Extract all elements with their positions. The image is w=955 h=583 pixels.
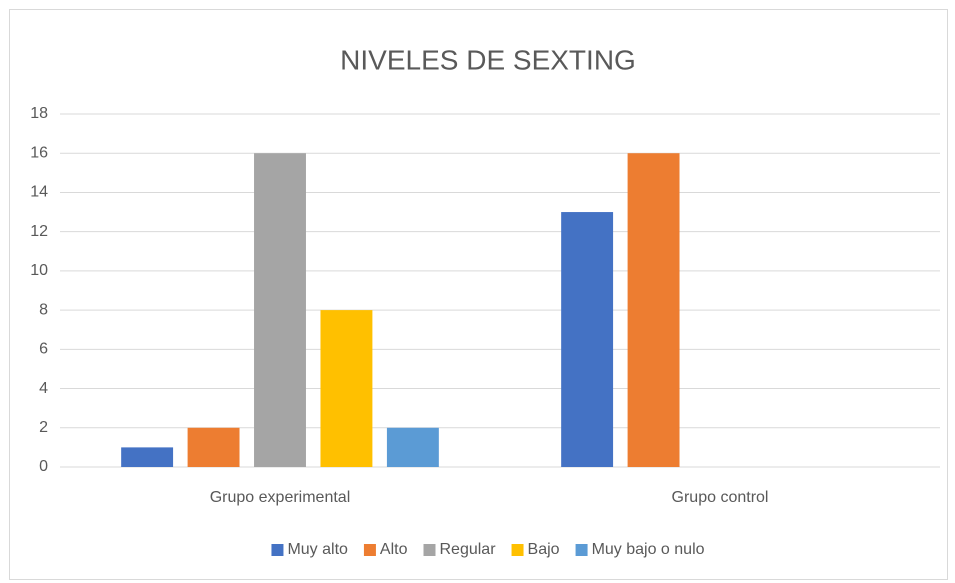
y-tick-label: 0: [39, 458, 48, 475]
y-tick-label: 18: [30, 105, 48, 122]
legend-swatch: [511, 544, 524, 556]
x-tick-label: Grupo experimental: [210, 489, 351, 506]
legend-label: Alto: [380, 541, 408, 558]
chart-border: [9, 9, 948, 580]
bar: [561, 212, 614, 467]
bar: [627, 153, 680, 467]
bar: [320, 310, 373, 467]
legend-label: Muy bajo o nulo: [592, 541, 705, 558]
legend-label: Regular: [440, 541, 497, 558]
y-tick-label: 10: [30, 262, 48, 279]
legend-swatch: [271, 544, 284, 556]
legend-swatch: [423, 544, 436, 556]
bar: [121, 447, 174, 467]
legend-label: Muy alto: [287, 541, 348, 558]
x-tick-label: Grupo control: [672, 489, 769, 506]
y-tick-label: 4: [39, 380, 48, 397]
y-tick-label: 8: [39, 301, 48, 318]
bar: [187, 427, 240, 467]
legend-label: Bajo: [528, 541, 560, 558]
bar: [386, 427, 439, 467]
y-tick-label: 6: [39, 341, 48, 358]
y-tick-label: 2: [39, 419, 48, 436]
y-tick-label: 16: [30, 144, 48, 161]
legend-swatch: [575, 544, 588, 556]
bar: [254, 153, 306, 467]
legend-swatch: [363, 544, 376, 556]
y-tick-label: 14: [30, 184, 48, 201]
chart-title: NIVELES DE SEXTING: [340, 44, 636, 75]
y-tick-label: 12: [30, 223, 48, 240]
